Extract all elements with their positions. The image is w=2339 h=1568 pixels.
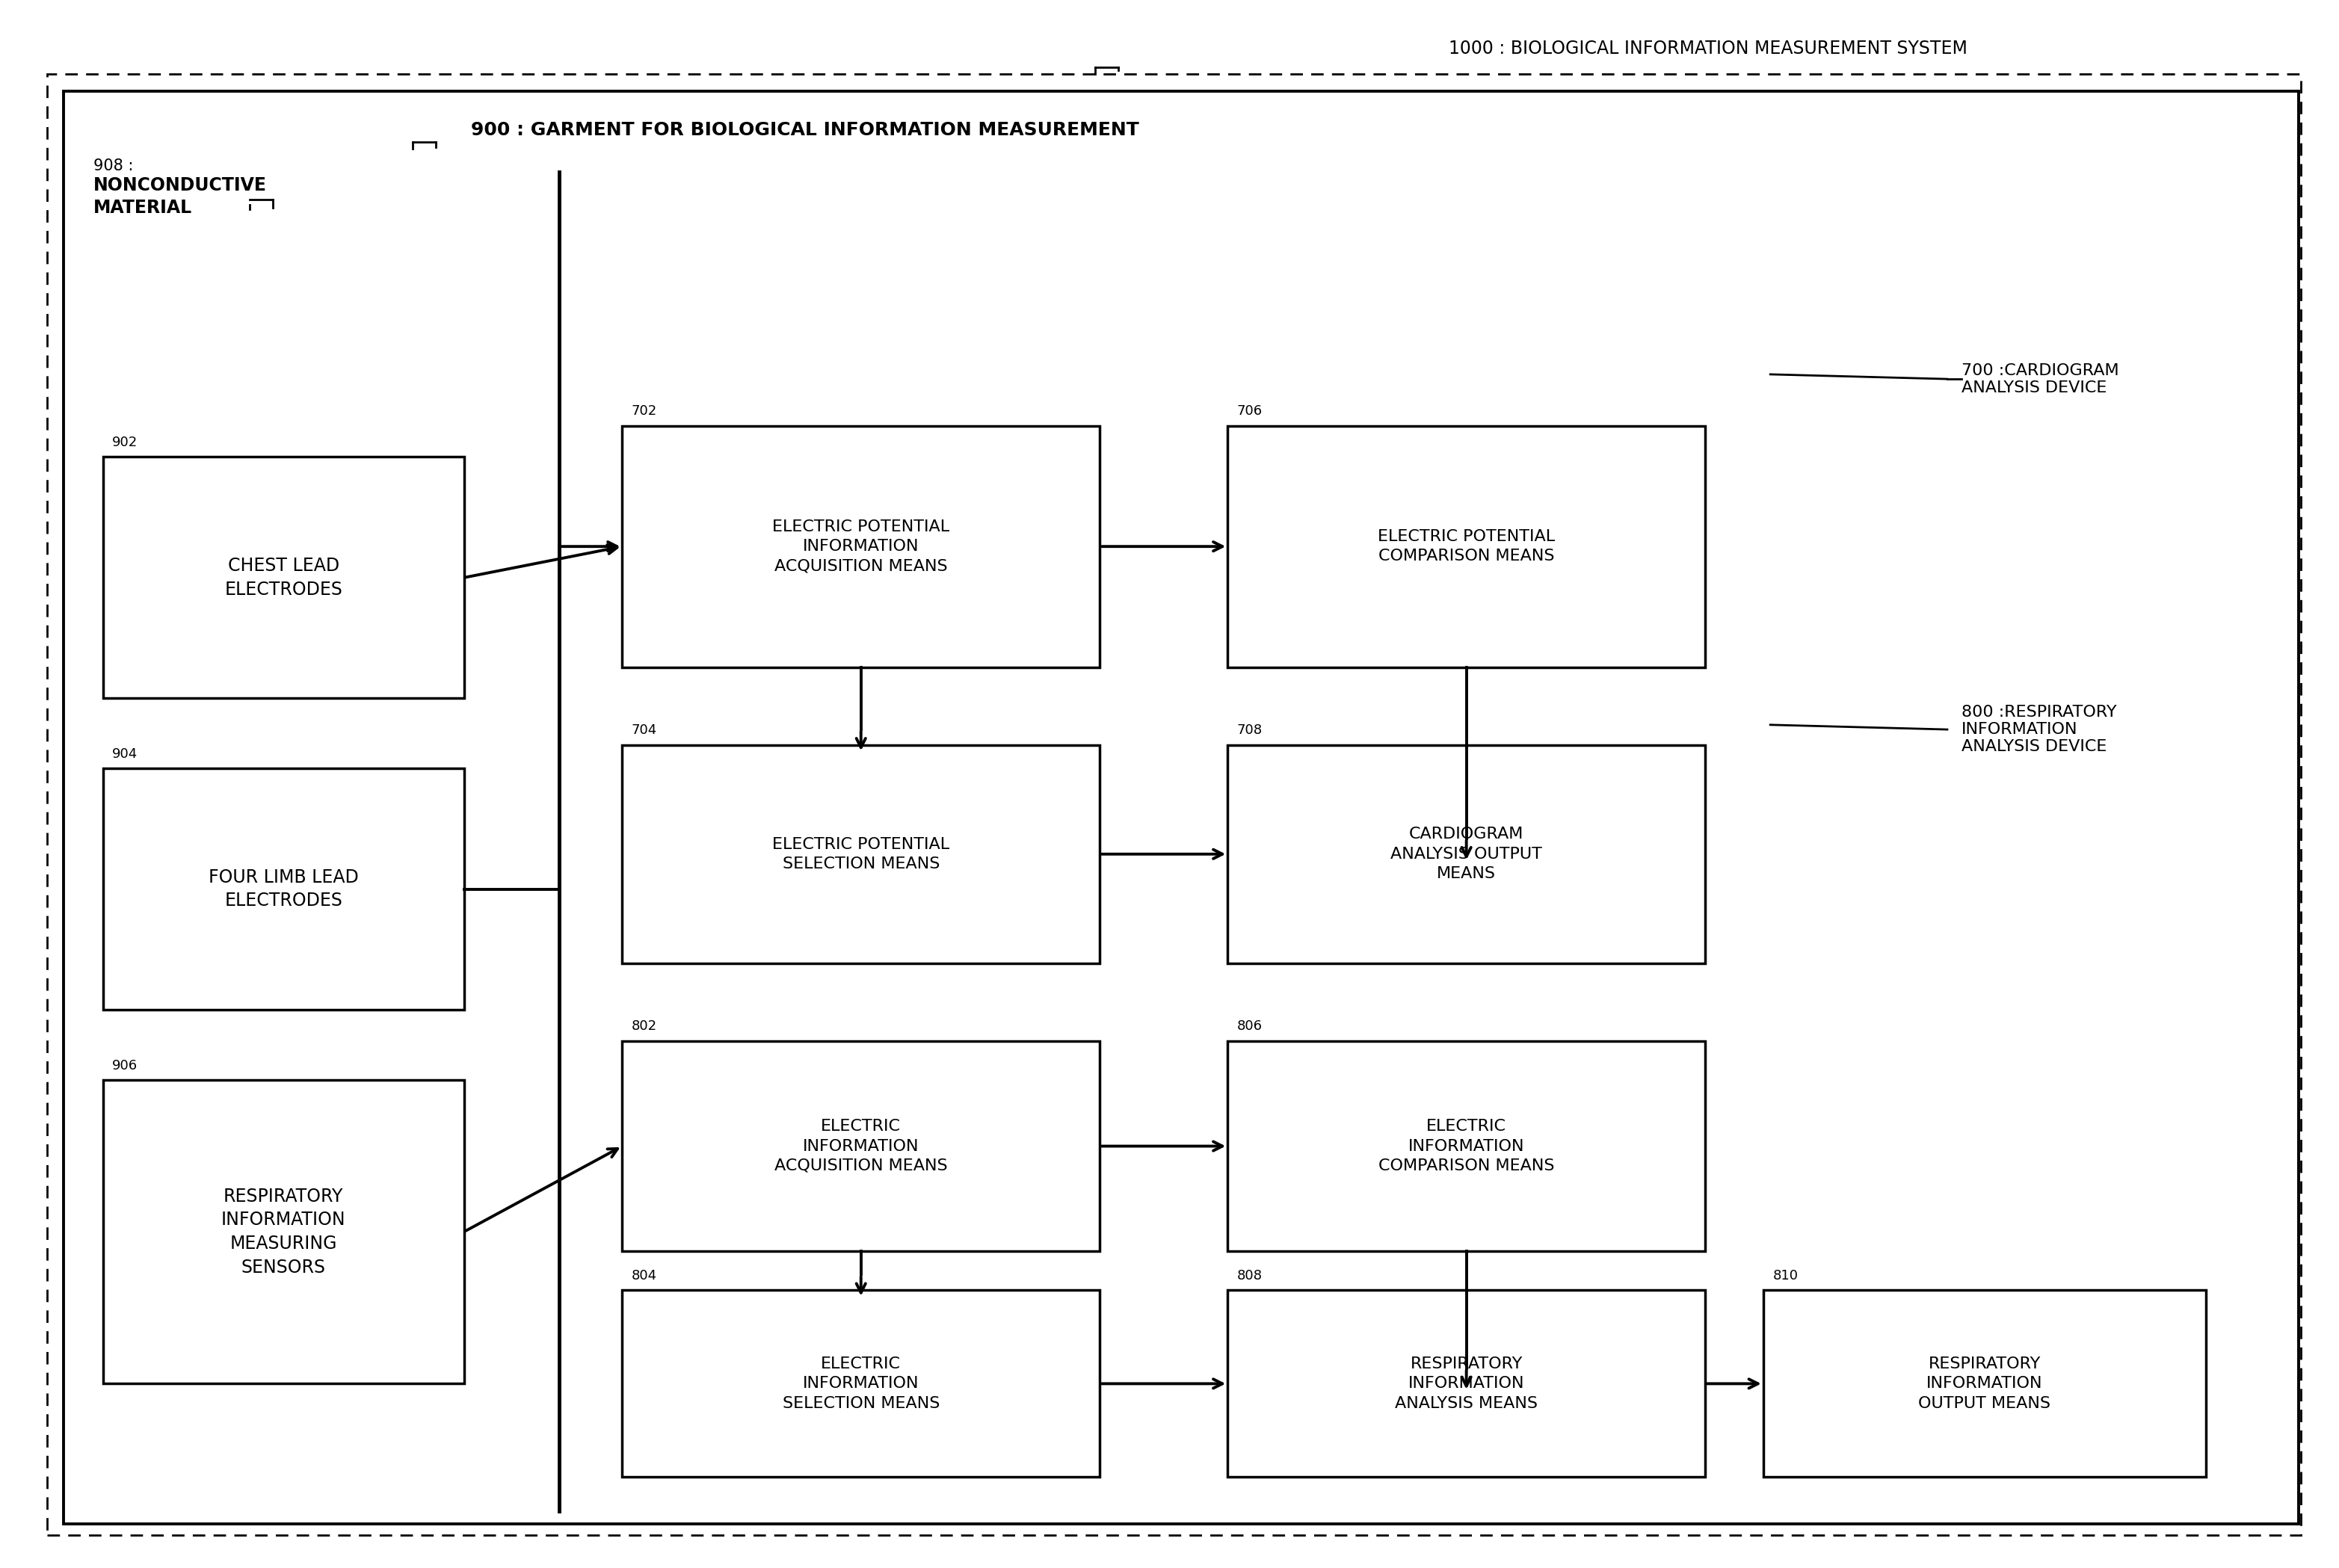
Bar xyxy=(103,456,463,698)
Text: 808: 808 xyxy=(1237,1269,1263,1283)
Text: 700 :CARDIOGRAM
ANALYSIS DEVICE: 700 :CARDIOGRAM ANALYSIS DEVICE xyxy=(1960,362,2119,395)
Text: RESPIRATORY
INFORMATION
ANALYSIS MEANS: RESPIRATORY INFORMATION ANALYSIS MEANS xyxy=(1394,1356,1537,1411)
Bar xyxy=(1228,1290,1705,1477)
Text: 900 : GARMENT FOR BIOLOGICAL INFORMATION MEASUREMENT: 900 : GARMENT FOR BIOLOGICAL INFORMATION… xyxy=(470,121,1139,140)
Text: 704: 704 xyxy=(632,724,657,737)
Bar xyxy=(622,745,1099,963)
Text: 708: 708 xyxy=(1237,724,1263,737)
Bar xyxy=(582,1025,2236,1501)
Text: ELECTRIC
INFORMATION
COMPARISON MEANS: ELECTRIC INFORMATION COMPARISON MEANS xyxy=(1378,1120,1555,1173)
Text: 906: 906 xyxy=(112,1058,138,1073)
Text: 802: 802 xyxy=(632,1019,657,1033)
Text: FOUR LIMB LEAD
ELECTRODES: FOUR LIMB LEAD ELECTRODES xyxy=(208,869,358,909)
Text: 702: 702 xyxy=(632,405,657,419)
Text: 706: 706 xyxy=(1237,405,1263,419)
Text: ELECTRIC
INFORMATION
ACQUISITION MEANS: ELECTRIC INFORMATION ACQUISITION MEANS xyxy=(774,1120,947,1173)
Bar xyxy=(75,172,552,1512)
Text: 1000 : BIOLOGICAL INFORMATION MEASUREMENT SYSTEM: 1000 : BIOLOGICAL INFORMATION MEASUREMEN… xyxy=(1448,39,1967,58)
Bar xyxy=(622,1041,1099,1251)
Text: 904: 904 xyxy=(112,748,138,760)
Bar xyxy=(622,1290,1099,1477)
Bar xyxy=(1228,426,1705,666)
Bar xyxy=(582,375,1771,1010)
Bar xyxy=(1764,1290,2206,1477)
Bar xyxy=(103,768,463,1010)
Text: 800 :RESPIRATORY
INFORMATION
ANALYSIS DEVICE: 800 :RESPIRATORY INFORMATION ANALYSIS DE… xyxy=(1960,704,2117,754)
Text: ELECTRIC POTENTIAL
SELECTION MEANS: ELECTRIC POTENTIAL SELECTION MEANS xyxy=(772,837,950,872)
Text: RESPIRATORY
INFORMATION
MEASURING
SENSORS: RESPIRATORY INFORMATION MEASURING SENSOR… xyxy=(222,1187,346,1276)
Text: ELECTRIC POTENTIAL
COMPARISON MEANS: ELECTRIC POTENTIAL COMPARISON MEANS xyxy=(1378,528,1555,564)
Bar xyxy=(1228,745,1705,963)
Text: CARDIOGRAM
ANALYSIS OUTPUT
MEANS: CARDIOGRAM ANALYSIS OUTPUT MEANS xyxy=(1392,826,1541,881)
Text: ELECTRIC
INFORMATION
SELECTION MEANS: ELECTRIC INFORMATION SELECTION MEANS xyxy=(781,1356,940,1411)
Text: NONCONDUCTIVE
MATERIAL: NONCONDUCTIVE MATERIAL xyxy=(94,177,267,216)
Text: 908 :: 908 : xyxy=(94,158,133,174)
Text: CHEST LEAD
ELECTRODES: CHEST LEAD ELECTRODES xyxy=(225,557,341,599)
Text: 902: 902 xyxy=(112,436,138,448)
Text: RESPIRATORY
INFORMATION
OUTPUT MEANS: RESPIRATORY INFORMATION OUTPUT MEANS xyxy=(1918,1356,2051,1411)
Bar xyxy=(1228,1041,1705,1251)
Text: 810: 810 xyxy=(1773,1269,1799,1283)
Bar xyxy=(103,1080,463,1383)
Text: ELECTRIC POTENTIAL
INFORMATION
ACQUISITION MEANS: ELECTRIC POTENTIAL INFORMATION ACQUISITI… xyxy=(772,519,950,574)
Text: 806: 806 xyxy=(1237,1019,1263,1033)
Bar xyxy=(622,426,1099,666)
Text: 804: 804 xyxy=(632,1269,657,1283)
